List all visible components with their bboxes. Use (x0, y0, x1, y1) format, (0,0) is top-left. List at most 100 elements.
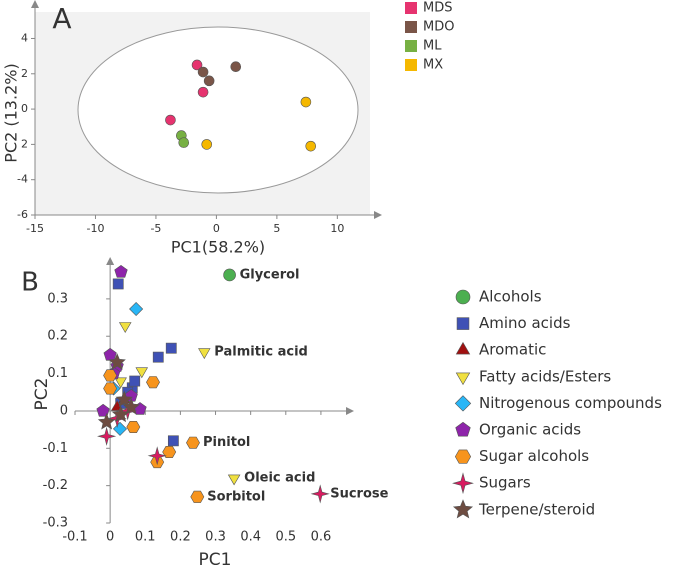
x-tick-label: -5 (150, 222, 161, 235)
marker (223, 268, 236, 282)
x-tick-label: 0.6 (311, 530, 332, 545)
marker (152, 351, 164, 363)
legend-label: MDO (423, 20, 454, 35)
marker (114, 377, 127, 389)
legend-label: Nitrogenous compounds (479, 394, 662, 412)
marker (129, 301, 144, 317)
marker (97, 412, 116, 430)
marker (197, 66, 209, 78)
marker (167, 435, 179, 447)
y-tick-label: 0.1 (47, 366, 68, 381)
legend-label: Amino acids (479, 314, 571, 332)
x-tick-label: 5 (273, 222, 280, 235)
point-label: Oleic acid (244, 471, 315, 486)
legend-label: ML (423, 39, 442, 54)
x-axis-title: PC1(58.2%) (171, 238, 265, 257)
marker (455, 421, 471, 437)
marker (203, 75, 215, 87)
marker (108, 353, 126, 370)
marker (197, 86, 209, 98)
marker (146, 376, 160, 389)
legend-label: MDS (423, 1, 452, 16)
x-tick-label: 0.1 (135, 530, 156, 545)
y-tick-label: 0.3 (47, 291, 68, 306)
y-axis-title: PC2 (32, 378, 52, 411)
axis-arrow (346, 406, 354, 415)
marker (300, 96, 312, 108)
legend-swatch (405, 2, 417, 14)
x-tick-label: 10 (330, 222, 344, 235)
marker (454, 395, 472, 412)
y-tick-label: -0.1 (43, 441, 68, 456)
marker (115, 390, 133, 408)
legend-label: Sugars (479, 474, 531, 492)
marker (165, 114, 176, 126)
marker (122, 398, 140, 415)
marker (178, 137, 190, 148)
panel-label: B (21, 268, 39, 298)
axis-arrow (374, 211, 382, 219)
marker (305, 140, 317, 152)
marker (118, 322, 132, 333)
point-label: Sucrose (330, 486, 388, 501)
legend-swatch (405, 59, 417, 71)
marker (97, 426, 117, 446)
marker (103, 347, 117, 361)
y-tick-label: 0 (21, 102, 28, 115)
marker (96, 403, 110, 417)
y-tick-label: -0.3 (43, 516, 68, 531)
marker (129, 375, 141, 387)
marker (198, 348, 211, 360)
marker (103, 382, 118, 395)
y-tick-label: -4 (17, 173, 28, 186)
legend-label: Fatty acids/Esters (479, 367, 611, 385)
marker (190, 490, 205, 503)
marker (310, 484, 330, 504)
marker (191, 59, 203, 71)
marker (452, 499, 474, 519)
legend-swatch (405, 40, 417, 52)
x-tick-label: 0.4 (240, 530, 261, 545)
x-tick-label: 0.5 (275, 530, 296, 545)
x-tick-label: -10 (86, 222, 104, 235)
axis-arrow (31, 0, 39, 8)
y-tick-label: 2 (21, 137, 28, 150)
x-tick-label: -15 (26, 222, 44, 235)
legend-label: Sugar alcohols (479, 447, 589, 465)
x-tick-label: 0.2 (170, 530, 191, 545)
marker (114, 265, 128, 278)
marker (230, 61, 242, 73)
legend-label: Aromatic (479, 341, 546, 359)
point-label: Palmitic acid (214, 344, 308, 359)
y-tick-label: 0.2 (47, 329, 68, 344)
marker (227, 474, 241, 486)
x-axis-title: PC1 (199, 550, 232, 569)
marker (452, 472, 474, 495)
marker (186, 436, 200, 449)
marker (112, 421, 128, 436)
marker (135, 367, 149, 379)
marker (454, 449, 472, 464)
y-tick-label: 4 (21, 31, 28, 44)
x-tick-label: -0.1 (62, 530, 87, 545)
marker (111, 405, 130, 423)
y-tick-label: 0 (60, 403, 68, 418)
marker (456, 317, 470, 330)
y-tick-label: -6 (17, 208, 28, 221)
confidence-ellipse (77, 26, 359, 194)
legend-label: Alcohols (479, 288, 542, 306)
marker (201, 139, 213, 150)
y-tick-label: -0.2 (43, 478, 68, 493)
x-tick-label: 0.3 (205, 530, 226, 545)
marker (162, 445, 177, 459)
marker (147, 446, 167, 466)
marker (455, 341, 471, 355)
legend-swatch (405, 21, 417, 33)
point-label: Pinitol (203, 435, 250, 450)
marker (165, 342, 177, 354)
legend-label: MX (423, 58, 443, 73)
marker (112, 278, 124, 290)
x-tick-label: 0 (106, 530, 114, 545)
legend-label: Terpene/steroid (478, 500, 595, 518)
